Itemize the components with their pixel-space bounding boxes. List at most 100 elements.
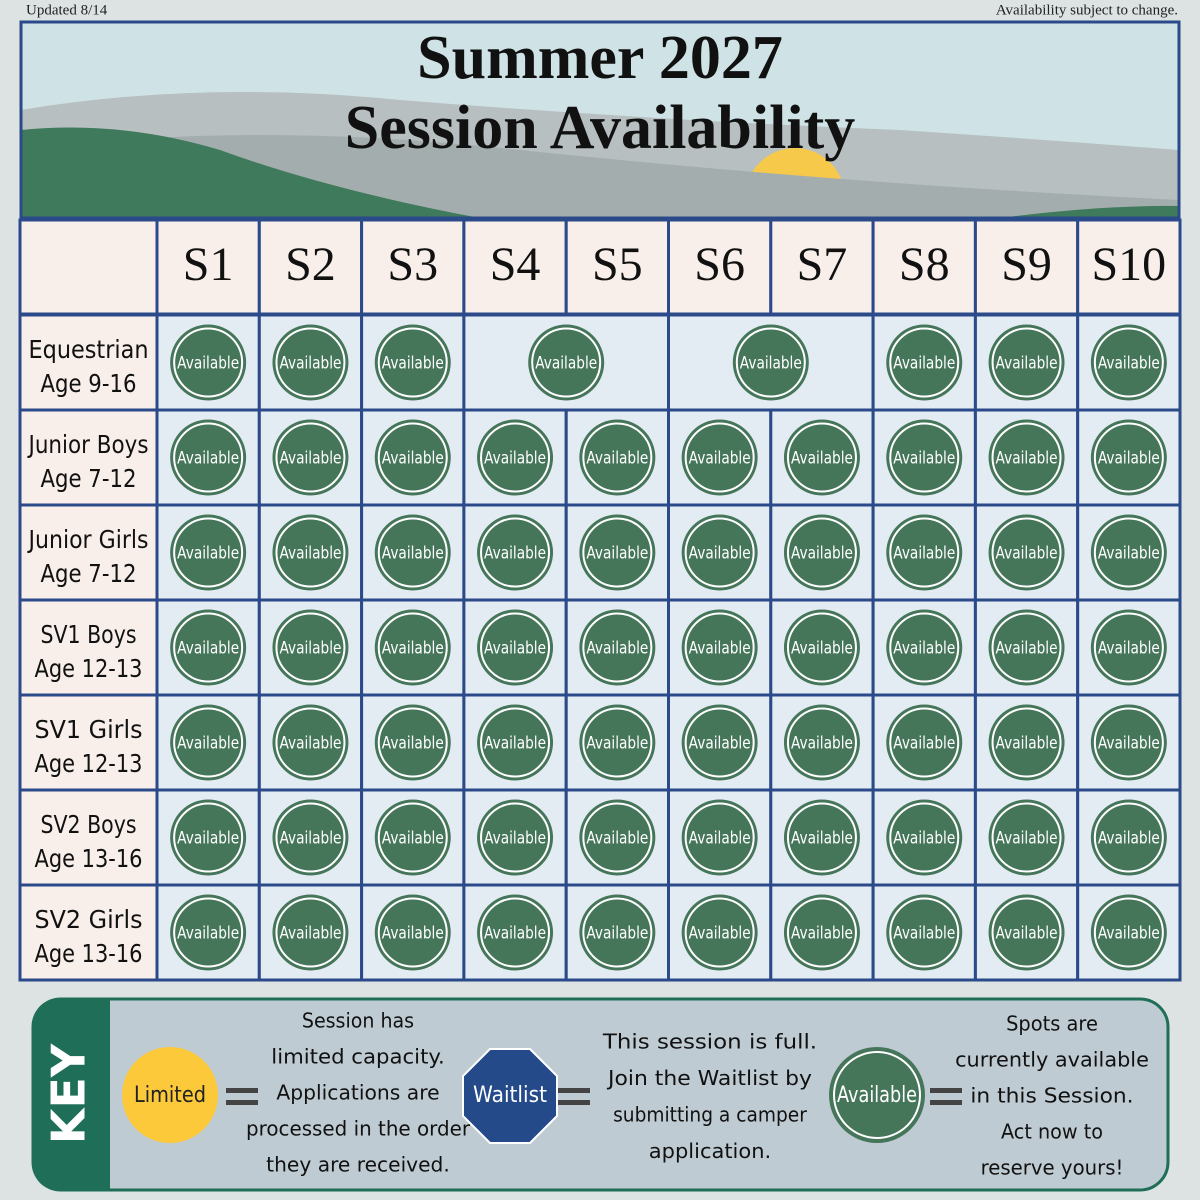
status-text: Available [382, 639, 444, 659]
column-header: S7 [797, 238, 848, 291]
badge-ring [582, 422, 653, 493]
status-badge [579, 704, 656, 781]
column-header: S1 [183, 238, 234, 291]
status-text: Available [740, 354, 802, 374]
status-text: Available [279, 829, 341, 849]
status-badge [732, 324, 809, 401]
status-badge [579, 609, 656, 686]
status-text: Available [177, 354, 239, 374]
status-badge [477, 609, 554, 686]
key-description: currently available [955, 1048, 1149, 1072]
badge-ring [275, 422, 346, 493]
column-header: S5 [592, 238, 643, 291]
status-badge [988, 419, 1065, 496]
status-text: Available [279, 924, 341, 944]
badge-ring [173, 897, 244, 968]
header-cell [973, 218, 1080, 316]
status-badge [272, 514, 349, 591]
key-badge-label: Waitlist [473, 1083, 547, 1108]
status-badge [272, 419, 349, 496]
status-text: Available [382, 449, 444, 469]
status-text: Available [484, 829, 546, 849]
badge-ring [991, 327, 1062, 398]
status-text: Available [279, 449, 341, 469]
status-text: Available [484, 449, 546, 469]
row-label: Age 12-13 [35, 654, 143, 683]
badge-ring [480, 707, 551, 778]
status-text: Available [791, 544, 853, 564]
status-text: Available [177, 639, 239, 659]
badge-ring [377, 612, 448, 683]
badge-ring [480, 802, 551, 873]
badge-ring [735, 327, 806, 398]
badge-ring [480, 517, 551, 588]
column-header: S4 [490, 238, 541, 291]
key-badge-label: Limited [134, 1083, 206, 1108]
status-text: Available [1098, 734, 1160, 754]
status-text: Available [382, 354, 444, 374]
status-badge [170, 419, 247, 496]
badge-ring [991, 707, 1062, 778]
column-header: S2 [285, 238, 336, 291]
status-badge [988, 609, 1065, 686]
status-text: Available [791, 924, 853, 944]
row-label: Age 9-16 [41, 369, 137, 398]
row-label: Age 7-12 [41, 464, 137, 493]
badge-ring [684, 802, 755, 873]
key-description: Act now to [1001, 1120, 1103, 1144]
badge-ring [173, 517, 244, 588]
badge-ring [786, 517, 857, 588]
header-cell [360, 218, 466, 316]
status-text: Available [791, 449, 853, 469]
status-text: Available [484, 544, 546, 564]
badge-ring [275, 802, 346, 873]
column-header: S10 [1091, 238, 1166, 291]
status-badge [783, 799, 860, 876]
status-text: Available [996, 449, 1058, 469]
status-text: Available [1098, 449, 1160, 469]
badge-ring [786, 707, 857, 778]
status-text: Available [382, 544, 444, 564]
status-text: Available [177, 924, 239, 944]
header-cell [155, 218, 261, 316]
key-description: This session is full. [602, 1030, 817, 1054]
status-badge [1090, 514, 1167, 591]
status-badge [988, 894, 1065, 971]
badge-ring [275, 707, 346, 778]
status-text: Available [791, 829, 853, 849]
status-badge [1090, 324, 1167, 401]
badge-ring [889, 327, 960, 398]
status-badge [272, 704, 349, 781]
row-label: Junior Boys [27, 430, 149, 459]
badge-ring [991, 422, 1062, 493]
status-text: Available [279, 544, 341, 564]
status-text: Available [996, 544, 1058, 564]
status-badge [1090, 704, 1167, 781]
row-label: SV2 Boys [41, 810, 137, 839]
status-badge [886, 894, 963, 971]
status-text: Available [484, 639, 546, 659]
status-badge [579, 514, 656, 591]
status-text: Available [586, 734, 648, 754]
badge-ring [173, 802, 244, 873]
key-description: application. [649, 1139, 771, 1163]
status-text: Available [893, 354, 955, 374]
status-text: Available [791, 734, 853, 754]
badge-ring [1093, 897, 1164, 968]
status-badge [1090, 419, 1167, 496]
row-label-cell [18, 598, 159, 697]
badge-ring [582, 802, 653, 873]
badge-ring [377, 422, 448, 493]
badge-ring [275, 897, 346, 968]
banner [19, 20, 1181, 248]
badge-ring [531, 327, 602, 398]
status-text: Available [1098, 544, 1160, 564]
row-label: SV2 Girls [35, 905, 143, 934]
key-description: submitting a camper [613, 1103, 808, 1127]
badge-ring [889, 707, 960, 778]
column-header: S6 [694, 238, 745, 291]
status-badge [988, 324, 1065, 401]
status-badge [477, 894, 554, 971]
key-title: KEY [42, 1043, 96, 1144]
